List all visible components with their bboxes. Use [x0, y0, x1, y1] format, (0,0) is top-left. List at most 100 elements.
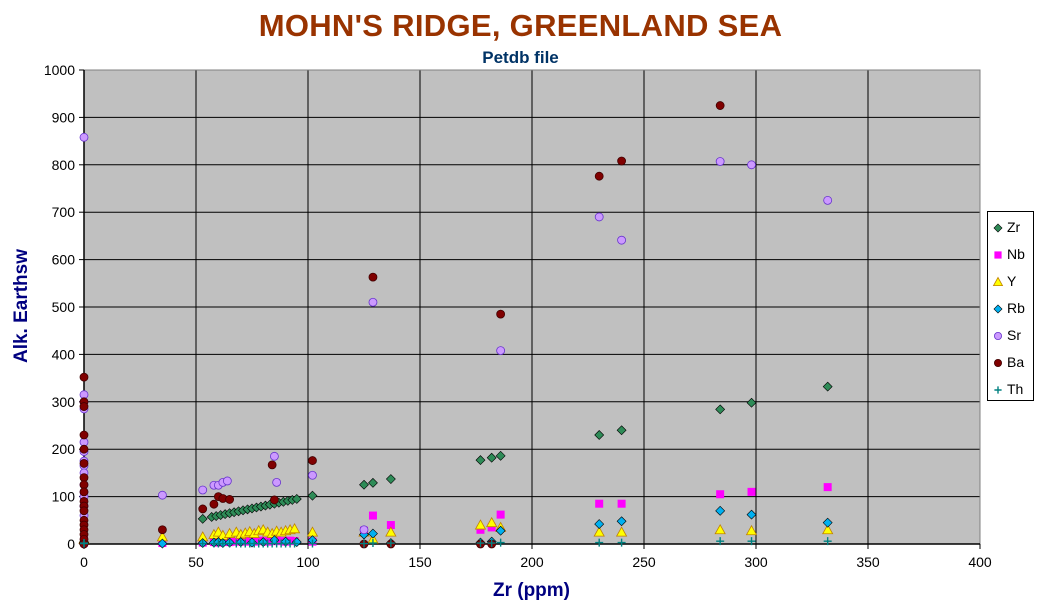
data-point-nb — [716, 490, 725, 499]
data-point-y — [385, 526, 397, 537]
data-point-rb — [495, 525, 506, 536]
legend-label: Ba — [1007, 354, 1025, 370]
legend-item-y: Y — [988, 268, 1033, 295]
data-point-ba — [198, 504, 208, 514]
data-point-zr — [385, 474, 396, 484]
data-point-ba — [79, 430, 89, 440]
data-point-sr — [496, 346, 506, 356]
data-point-ba — [594, 171, 604, 181]
data-point-th — [386, 539, 395, 548]
data-point-zr — [746, 397, 757, 408]
data-point-sr — [308, 470, 317, 480]
legend-item-nb: Nb — [988, 241, 1033, 268]
legend-label: Sr — [1007, 327, 1021, 343]
data-point-zr — [359, 479, 369, 490]
data-point-y — [288, 523, 301, 534]
data-point-zr — [616, 425, 627, 436]
legend-marker-ba — [994, 359, 1002, 367]
data-point-sr — [222, 476, 232, 486]
data-point-th — [823, 537, 832, 546]
data-point-th — [487, 539, 496, 548]
legend-item-rb: Rb — [988, 295, 1033, 322]
data-point-sr — [269, 451, 279, 461]
y-tick-label: 700 — [52, 204, 76, 220]
data-point-ba — [225, 495, 235, 504]
y-tick-label: 400 — [52, 346, 76, 362]
legend-symbol — [993, 304, 1003, 314]
x-tick-label: 250 — [632, 554, 656, 570]
data-point-ba — [79, 487, 89, 497]
data-point-zr — [197, 513, 208, 524]
y-tick-label: 100 — [52, 489, 76, 505]
legend-marker-zr — [993, 223, 1003, 233]
legend-item-zr: Zr — [988, 214, 1033, 241]
legend-label: Th — [1007, 381, 1024, 397]
x-tick-label: 50 — [188, 554, 204, 570]
x-tick-label: 100 — [296, 554, 320, 570]
y-tick-label: 300 — [52, 394, 76, 410]
data-point-th — [476, 539, 485, 548]
x-tick-label: 300 — [744, 554, 768, 570]
legend-symbol — [994, 359, 1002, 367]
data-point-sr — [823, 195, 833, 205]
y-tick-label: 500 — [52, 299, 76, 315]
data-point-nb — [823, 483, 832, 492]
data-point-zr — [495, 450, 506, 461]
data-point-rb — [746, 509, 757, 520]
data-point-ba — [715, 101, 725, 110]
data-point-th — [747, 537, 756, 546]
y-tick-label: 200 — [52, 441, 76, 457]
data-point-th — [617, 538, 626, 547]
data-point-y — [822, 523, 834, 535]
x-tick-label: 350 — [856, 554, 880, 570]
data-point-sr — [368, 297, 378, 307]
data-point-y — [593, 526, 605, 537]
legend-marker-rb — [993, 304, 1003, 314]
data-point-rb — [157, 538, 168, 549]
data-point-zr — [475, 455, 486, 466]
y-tick-label: 600 — [52, 252, 76, 268]
data-point-th — [595, 538, 604, 547]
data-point-nb — [617, 499, 626, 508]
data-point-ba — [157, 525, 167, 535]
series-ba — [79, 101, 725, 549]
data-point-rb — [368, 528, 378, 539]
data-point-y — [745, 524, 758, 536]
legend-marker-nb — [994, 251, 1002, 259]
data-point-nb — [496, 510, 505, 519]
data-point-rb — [822, 517, 833, 528]
data-point-sr — [359, 525, 369, 535]
data-point-ba — [368, 272, 378, 282]
legend-marker-y — [992, 276, 1004, 287]
data-point-y — [486, 516, 498, 528]
data-point-ba — [79, 459, 89, 468]
data-point-th — [716, 537, 725, 546]
legend-symbol — [994, 386, 1002, 394]
legend-label: Y — [1007, 273, 1017, 289]
data-point-nb — [368, 511, 377, 520]
data-point-ba — [496, 309, 506, 319]
data-point-y — [615, 526, 628, 537]
data-point-nb — [476, 525, 485, 534]
legend-symbol — [994, 332, 1002, 340]
chart-title: MOHN'S RIDGE, GREENLAND SEA — [258, 8, 783, 43]
data-point-y — [474, 519, 487, 530]
data-point-rb — [616, 516, 627, 527]
data-point-zr — [822, 381, 833, 392]
data-point-th — [360, 539, 368, 548]
legend-item-ba: Ba — [988, 349, 1033, 376]
data-point-sr — [715, 157, 725, 166]
legend-label: Rb — [1007, 300, 1025, 316]
series-zr — [197, 381, 833, 524]
legend-symbol — [993, 223, 1003, 233]
data-point-ba — [269, 495, 279, 505]
chart-subtitle: Petdb file — [482, 48, 559, 67]
data-point-nb — [595, 499, 604, 508]
y-tick-label: 900 — [52, 109, 76, 125]
y-tick-label: 1000 — [44, 62, 75, 78]
data-point-ba — [267, 460, 277, 470]
data-point-th — [496, 538, 505, 547]
y-tick-label: 800 — [52, 157, 76, 173]
data-point-ba — [617, 156, 626, 166]
